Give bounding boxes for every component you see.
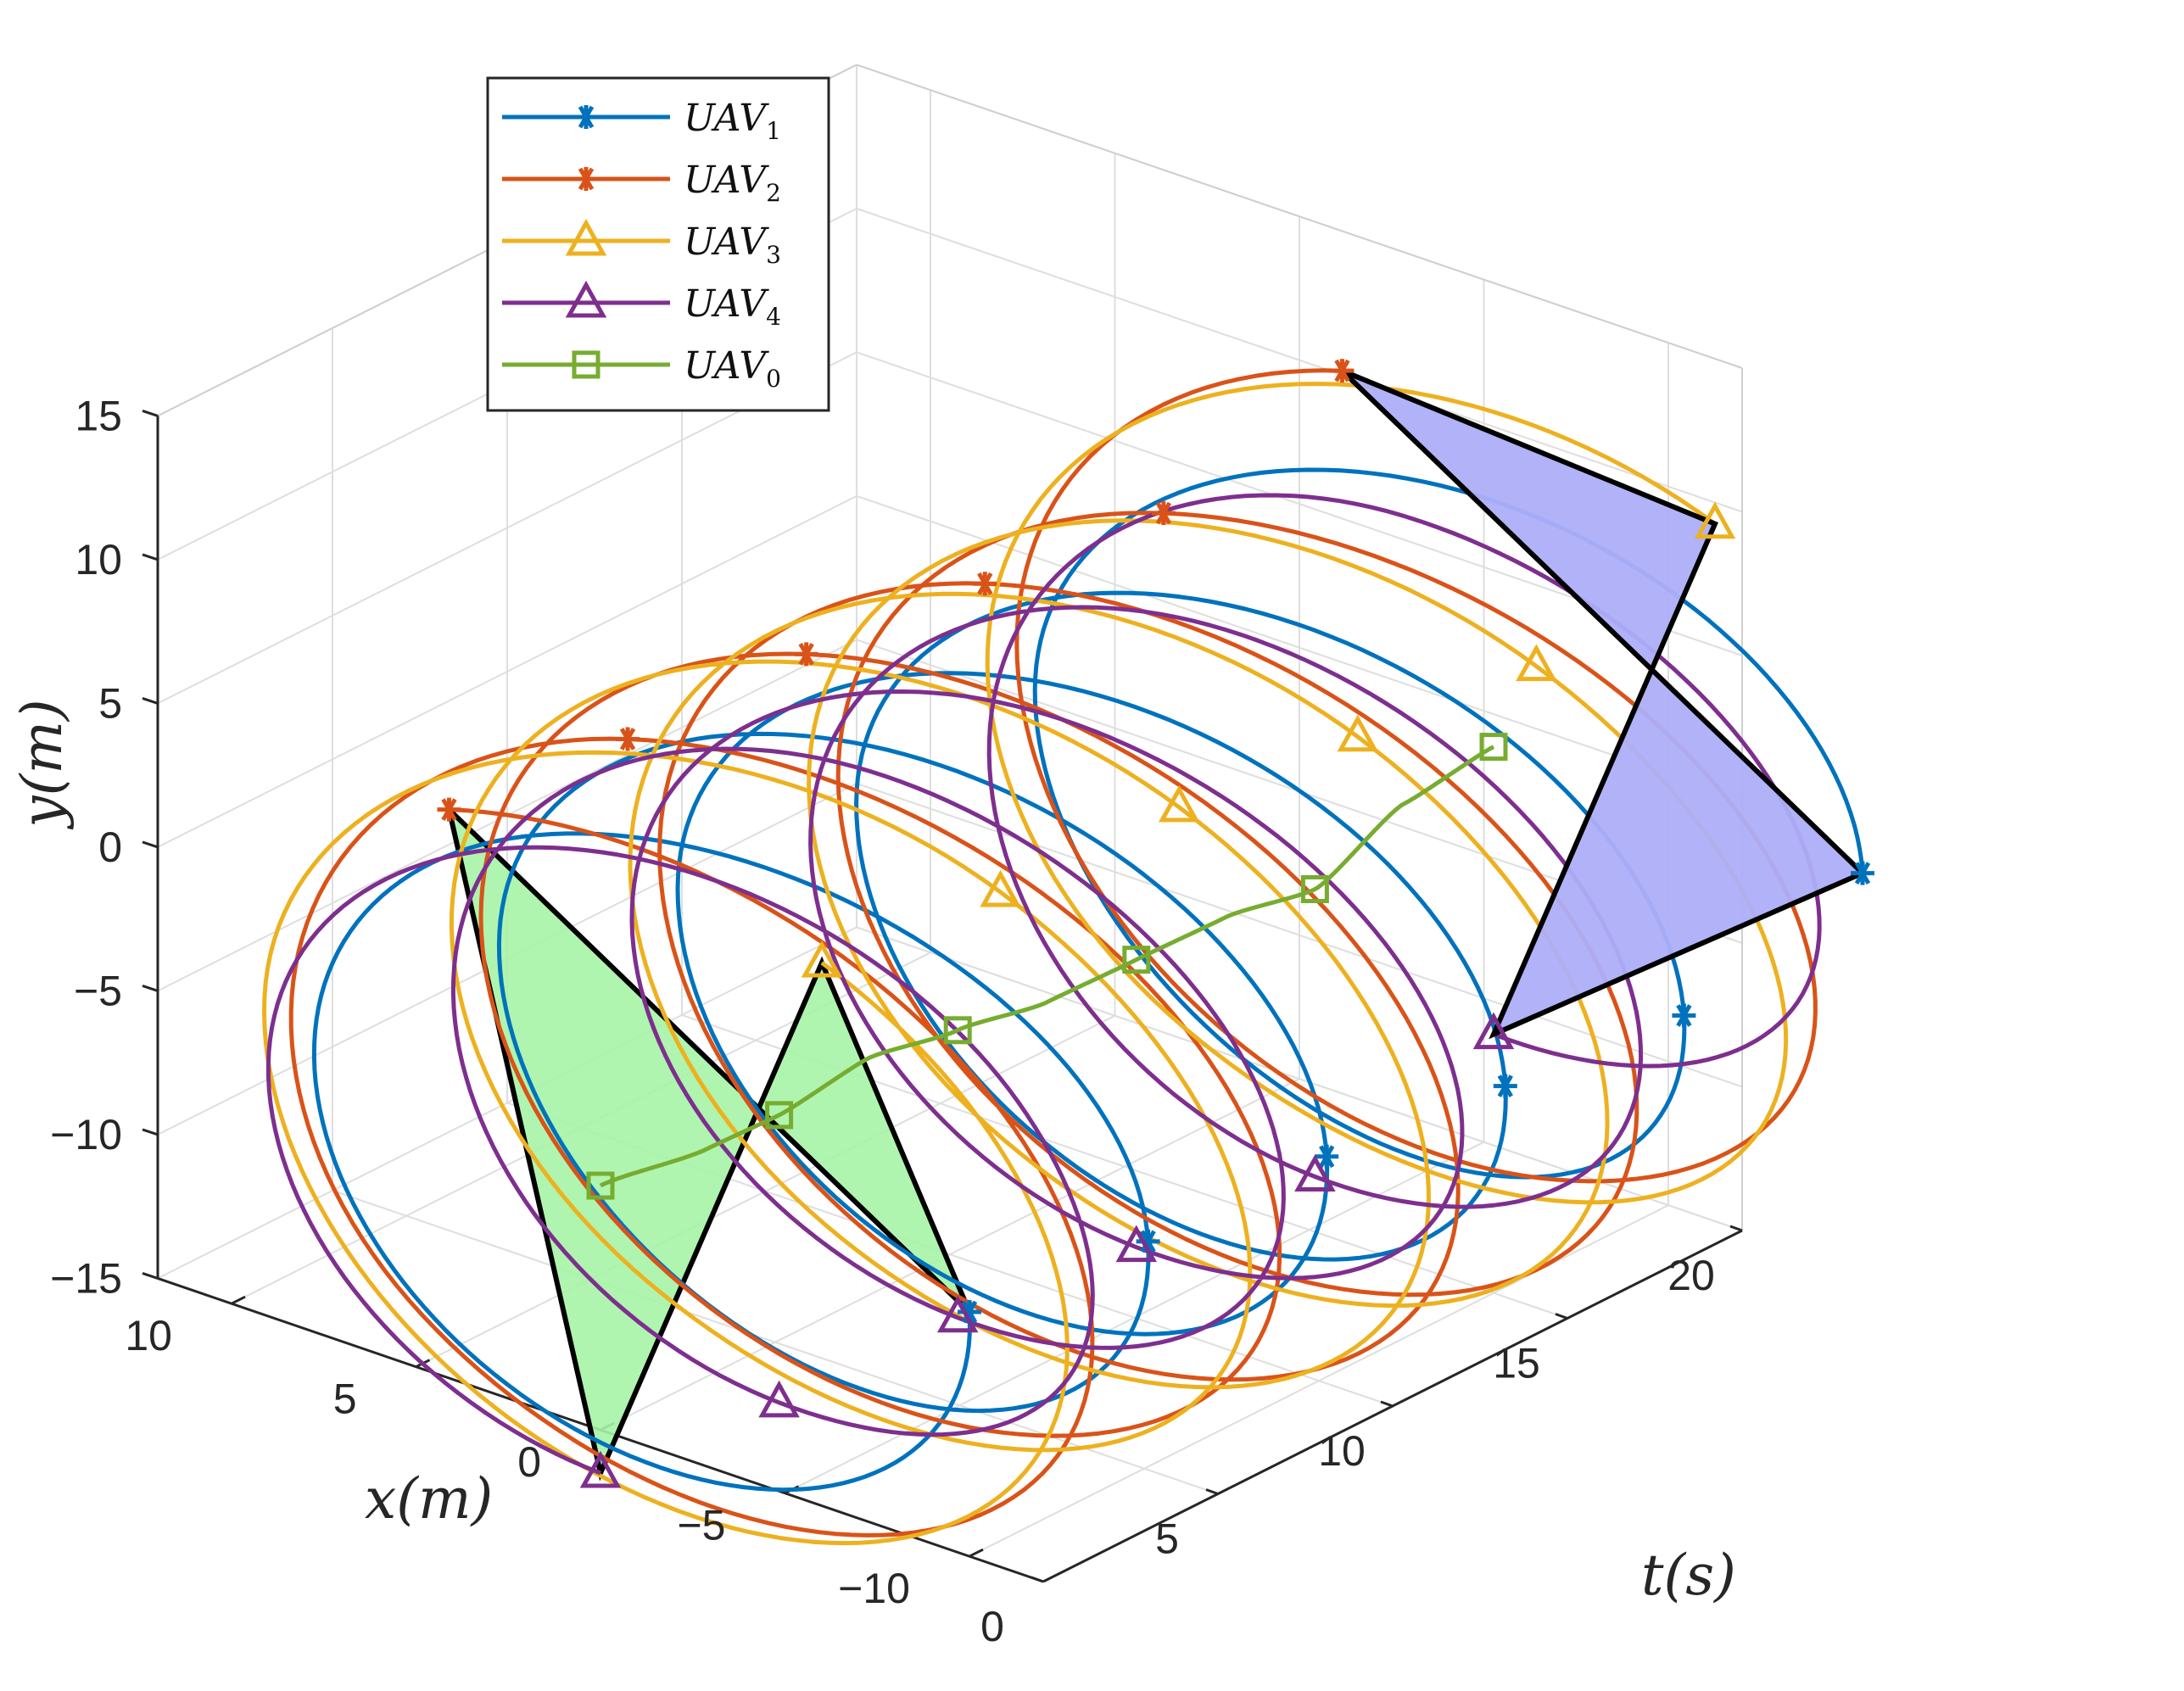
y-tick-mark xyxy=(142,1128,159,1136)
triangle-marker xyxy=(980,869,1021,907)
t-axis-label: t(s) xyxy=(1641,1543,1736,1608)
x-tick-label: 5 xyxy=(333,1376,357,1423)
triangle-marker xyxy=(1694,501,1736,539)
grid-line xyxy=(856,494,1743,801)
triangle-marker xyxy=(579,1450,622,1488)
start-formation xyxy=(444,801,972,1482)
y-tick-mark xyxy=(142,1271,159,1280)
t-tick-mark xyxy=(1031,1576,1044,1583)
t-tick-mark xyxy=(1555,1313,1568,1320)
triangle-marker xyxy=(801,940,843,978)
legend-label: UAV0 xyxy=(684,344,781,393)
square-marker xyxy=(586,1171,615,1200)
legend-entry-uav3: UAV3 xyxy=(502,218,781,269)
series-line-uav4 xyxy=(265,493,1822,1476)
y-tick-mark xyxy=(142,409,159,417)
triangle-marker xyxy=(1472,1012,1515,1050)
asterisk-marker xyxy=(1136,1229,1160,1253)
square-marker xyxy=(1122,946,1151,974)
grid-line xyxy=(856,207,1743,513)
legend-entry-uav1: UAV1 xyxy=(502,97,781,145)
axis-labels: t(s) x(m) y(m) xyxy=(9,699,1736,1608)
legend-label: UAV3 xyxy=(684,220,781,269)
asterisk-marker xyxy=(1151,501,1176,526)
t-tick-label: 15 xyxy=(1493,1340,1540,1387)
x-tick-label: −5 xyxy=(677,1502,725,1549)
t-tick-mark xyxy=(1205,1488,1219,1495)
asterisk-marker xyxy=(437,797,461,822)
legend-entry-uav0: UAV0 xyxy=(502,344,781,393)
t-tick-mark xyxy=(1380,1400,1394,1408)
asterisk-marker xyxy=(1851,861,1874,885)
legend-label: UAV2 xyxy=(684,159,781,207)
t-tick-label: 10 xyxy=(1318,1427,1366,1475)
axes xyxy=(142,409,1743,1583)
square-marker xyxy=(1479,733,1508,762)
square-marker xyxy=(765,1101,794,1130)
square-marker xyxy=(572,350,600,379)
legend-entry-uav4: UAV4 xyxy=(502,280,781,331)
asterisk-marker xyxy=(1493,1074,1517,1098)
t-tick-label: 20 xyxy=(1667,1252,1715,1299)
x-tick-label: 0 xyxy=(517,1438,541,1486)
triangle-marker xyxy=(1158,784,1200,823)
t-tick-mark xyxy=(1729,1225,1743,1232)
triangle-marker xyxy=(565,218,607,256)
start-formation-shape xyxy=(444,801,972,1482)
y-tick-label: 10 xyxy=(75,536,122,583)
square-marker xyxy=(1300,875,1329,903)
series-line-uav2 xyxy=(288,368,1818,1538)
end-formation xyxy=(1340,368,1868,1040)
grid-line xyxy=(157,495,857,848)
triangle-marker xyxy=(1337,714,1379,752)
y-tick-label: −15 xyxy=(50,1254,122,1302)
triangle-marker xyxy=(1516,644,1557,682)
triangle-marker xyxy=(1115,1225,1158,1263)
grid-line xyxy=(157,926,857,1280)
y-tick-label: 0 xyxy=(98,823,122,871)
x-tick-label: 10 xyxy=(125,1312,172,1359)
asterisk-marker xyxy=(1672,1003,1696,1028)
y-tick-label: −10 xyxy=(50,1111,122,1158)
asterisk-marker xyxy=(616,727,640,751)
legend-entry-uav2: UAV2 xyxy=(502,159,781,207)
legend-box xyxy=(486,76,830,412)
y-tick-mark xyxy=(142,984,159,992)
y-axis-label: y(m) xyxy=(9,699,75,829)
triangle-marker xyxy=(1294,1154,1336,1192)
square-marker xyxy=(943,1016,972,1045)
tick-labels: 0 5 10 15 20 10 5 0 −5 −10 15 10 5 0 −5 −10 −15 xyxy=(50,392,1715,1650)
t-tick-label: 0 xyxy=(980,1603,1004,1650)
asterisk-marker xyxy=(973,572,997,596)
y-tick-label: 5 xyxy=(98,679,122,727)
y-tick-mark xyxy=(142,553,159,561)
series-lines xyxy=(262,368,1865,1546)
triangle-marker xyxy=(936,1295,979,1333)
asterisk-marker xyxy=(794,642,818,667)
asterisk-marker xyxy=(574,167,598,191)
y-tick-label: 15 xyxy=(75,392,122,439)
asterisk-marker xyxy=(574,105,598,129)
asterisk-marker xyxy=(1330,359,1355,383)
t-tick-label: 5 xyxy=(1155,1515,1179,1563)
end-formation-shape xyxy=(1340,368,1868,1040)
asterisk-marker xyxy=(1315,1144,1339,1169)
series-markers xyxy=(437,359,1874,1488)
y-tick-label: −5 xyxy=(74,967,122,1014)
y-tick-mark xyxy=(142,840,159,849)
box-edge xyxy=(856,64,1743,369)
x-tick-mark xyxy=(969,1548,984,1558)
x-tick-label: −10 xyxy=(838,1565,910,1612)
series-line-uav0 xyxy=(599,745,1495,1188)
legend: UAV1 UAV2 UAV3 UAV4 UAV0 xyxy=(486,76,830,412)
legend-label: UAV1 xyxy=(684,97,781,145)
x-axis-label: x(m) xyxy=(365,1466,493,1532)
triangle-marker xyxy=(565,280,607,318)
x-tick-mark xyxy=(231,1295,246,1305)
triangle-marker xyxy=(758,1380,800,1418)
y-tick-mark xyxy=(142,696,159,705)
legend-label: UAV4 xyxy=(684,282,781,331)
